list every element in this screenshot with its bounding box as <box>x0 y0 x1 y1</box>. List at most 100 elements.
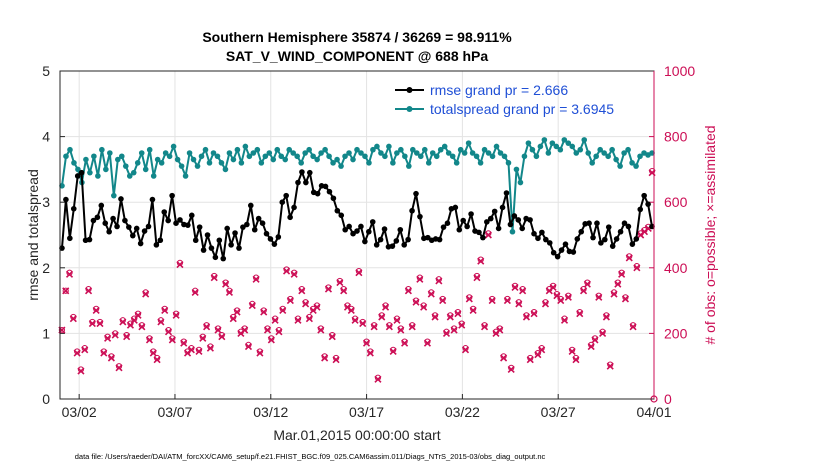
assimilated-obs-point <box>362 339 371 347</box>
y2-tick-label: 1000 <box>664 63 695 79</box>
assimilated-obs-point <box>500 354 508 362</box>
rmse-point <box>531 230 537 237</box>
assimilated-obs-point <box>252 275 260 283</box>
rmse-point <box>381 226 388 232</box>
rmse-point <box>216 237 223 244</box>
rmse-point <box>641 192 647 199</box>
x-tick-label: 03/12 <box>253 404 288 420</box>
totalspread-point <box>497 150 504 156</box>
assimilated-obs-point <box>96 319 104 328</box>
totalspread-point <box>322 146 328 153</box>
rmse-point <box>177 217 183 223</box>
totalspread-point <box>298 160 304 166</box>
totalspread-point <box>433 153 440 160</box>
assimilated-obs-point <box>267 336 275 344</box>
rmse-point <box>452 204 459 211</box>
totalspread-point <box>629 160 635 166</box>
totalspread-point <box>314 156 320 163</box>
obs-count-series <box>58 167 658 403</box>
assimilated-obs-point <box>435 277 443 285</box>
totalspread-point <box>649 150 655 156</box>
assimilated-obs-point <box>77 367 85 375</box>
assimilated-obs-point <box>408 323 416 331</box>
totalspread-point <box>382 153 388 160</box>
rmse-point <box>358 223 364 230</box>
totalspread-point <box>286 146 293 153</box>
totalspread-point <box>501 153 508 160</box>
totalspread-point <box>402 153 408 160</box>
rmse-point <box>326 188 333 195</box>
totalspread-point <box>477 160 484 166</box>
rmse-series <box>59 169 655 262</box>
assimilated-obs-point <box>286 297 294 305</box>
assimilated-obs-point <box>187 346 195 354</box>
rmse-point <box>649 223 655 230</box>
assimilated-obs-point <box>526 356 534 364</box>
assimilated-obs-point <box>480 323 489 331</box>
rmse-point <box>558 247 565 253</box>
rmse-point <box>303 179 309 186</box>
totalspread-point <box>107 150 113 156</box>
assimilated-obs-point <box>515 300 523 308</box>
totalspread-point <box>99 146 105 153</box>
assimilated-obs-point <box>229 315 237 323</box>
totalspread-point <box>350 156 356 163</box>
rmse-point <box>440 224 447 230</box>
rmse-point <box>590 234 596 241</box>
totalspread-point <box>366 160 372 166</box>
totalspread-point <box>262 153 269 160</box>
totalspread-point <box>421 146 428 153</box>
assimilated-obs-point <box>416 275 424 283</box>
x-tick-label: 04/01 <box>636 404 671 420</box>
totalspread-point <box>565 140 572 146</box>
assimilated-obs-point <box>568 347 576 356</box>
y2-tick-label: 200 <box>664 325 688 341</box>
assimilated-obs-point <box>549 283 557 292</box>
assimilated-obs-point <box>633 264 641 272</box>
totalspread-point <box>326 153 332 160</box>
assimilated-obs-point <box>621 295 630 303</box>
totalspread-point <box>573 150 580 156</box>
rmse-point <box>106 228 112 235</box>
assimilated-obs-point <box>298 287 306 295</box>
rmse-point <box>90 217 97 224</box>
rmse-point <box>362 238 368 245</box>
y2-tick-label: 800 <box>664 129 688 145</box>
chart-title: Southern Hemisphere 35874 / 36269 = 98.9… <box>202 29 512 45</box>
rmse-point <box>527 217 533 223</box>
assimilated-obs-point <box>328 333 336 341</box>
rmse-point <box>586 220 592 226</box>
y-axis-label: rmse and totalspread <box>25 169 41 301</box>
x-axis-ticks: 03/02 03/07 03/12 03/17 03/22 03/27 04/01 <box>62 394 672 420</box>
rmse-point <box>185 222 191 228</box>
rmse-point <box>118 196 124 202</box>
rmse-point <box>487 215 494 222</box>
rmse-point <box>204 232 211 238</box>
rmse-point <box>413 190 419 197</box>
totalspread-point <box>549 140 556 146</box>
totalspread-point <box>238 160 245 166</box>
rmse-point <box>389 243 396 249</box>
rmse-point <box>283 192 289 199</box>
totalspread-point <box>390 160 396 166</box>
assimilated-obs-point <box>222 280 230 288</box>
rmse-point <box>456 226 463 233</box>
rmse-point <box>464 223 470 230</box>
assimilated-obs-point <box>206 344 214 352</box>
assimilated-obs-point <box>423 339 432 347</box>
rmse-point <box>153 242 160 248</box>
totalspread-series <box>59 137 655 235</box>
rmse-point <box>145 223 152 230</box>
totalspread-point <box>589 160 596 166</box>
assimilated-obs-point <box>324 285 333 293</box>
rmse-point <box>602 236 608 243</box>
assimilated-obs-point <box>427 290 435 298</box>
assimilated-obs-point <box>454 310 462 318</box>
rmse-point <box>515 217 522 223</box>
x-tick-label: 03/22 <box>445 404 480 420</box>
totalspread-point <box>425 160 432 166</box>
y2-axis-ticks: 0 200 400 600 800 1000 <box>649 63 695 407</box>
rmse-point <box>228 242 234 248</box>
assimilated-obs-point <box>65 270 74 278</box>
assimilated-obs-point <box>336 278 344 287</box>
